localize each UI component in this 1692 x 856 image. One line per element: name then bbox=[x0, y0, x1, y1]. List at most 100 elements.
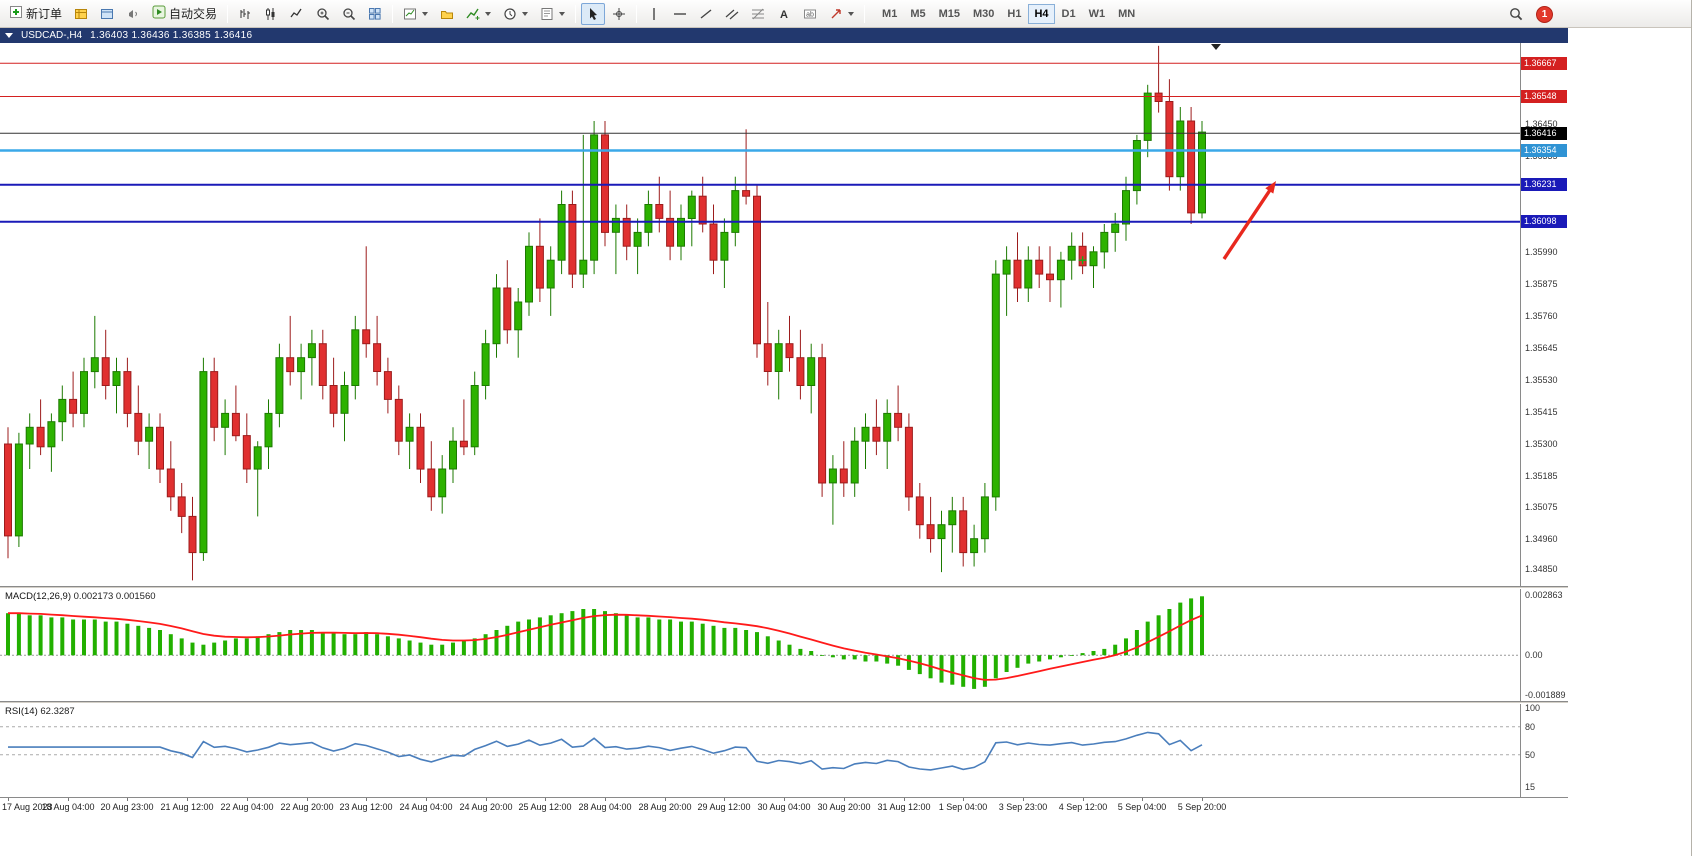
channel-icon bbox=[725, 9, 739, 19]
axis-label: 1.35075 bbox=[1525, 501, 1558, 512]
pane-splitter[interactable] bbox=[0, 701, 1568, 704]
dropdown-caret-icon[interactable] bbox=[485, 11, 492, 16]
timeframe-button-M5[interactable]: M5 bbox=[910, 7, 926, 20]
alerts-icon bbox=[129, 9, 138, 18]
dropdown-caret-icon[interactable] bbox=[559, 11, 566, 16]
arrow-tools-button[interactable] bbox=[824, 3, 859, 25]
dropdown-caret-icon[interactable] bbox=[522, 11, 529, 16]
auto-trading-icon bbox=[152, 5, 166, 19]
bar-chart-button[interactable] bbox=[233, 3, 257, 25]
macd-indicator-label: MACD(12,26,9) 0.002173 0.001560 bbox=[5, 591, 156, 602]
rsi-line bbox=[8, 731, 1203, 771]
search-slot bbox=[1504, 3, 1528, 25]
time-label: 21 Aug 12:00 bbox=[160, 802, 214, 812]
new-order-label: 新订单 bbox=[26, 7, 63, 21]
search-button[interactable] bbox=[1504, 3, 1528, 25]
data-window-icon bbox=[101, 8, 114, 19]
profiles-button[interactable] bbox=[435, 3, 459, 25]
data-window-button[interactable] bbox=[95, 3, 119, 25]
time-tick bbox=[426, 798, 427, 801]
time-label: 18 Aug 04:00 bbox=[41, 802, 95, 812]
chart-titlebar[interactable]: USDCAD-,H4 1.36403 1.36436 1.36385 1.364… bbox=[0, 28, 1568, 43]
text-label-button[interactable]: ab bbox=[798, 3, 822, 25]
periods-button[interactable] bbox=[498, 3, 533, 25]
svg-text:A: A bbox=[780, 9, 788, 21]
line-chart-button[interactable] bbox=[285, 3, 309, 25]
axis-label: 15 bbox=[1525, 782, 1536, 793]
time-label: 24 Aug 04:00 bbox=[399, 802, 453, 812]
timeframe-button-W1[interactable]: W1 bbox=[1088, 7, 1106, 20]
tile-windows-icon bbox=[369, 7, 381, 20]
text-icon: A bbox=[780, 9, 788, 21]
time-label: 25 Aug 12:00 bbox=[518, 802, 572, 812]
macd-pane[interactable] bbox=[0, 589, 1520, 701]
crosshair-button[interactable] bbox=[607, 3, 631, 25]
zoom-in-button[interactable] bbox=[311, 3, 335, 25]
time-tick bbox=[1023, 798, 1024, 801]
auto-trading-button[interactable]: 自动交易 bbox=[147, 3, 222, 25]
timeframe-button-H4[interactable]: H4 bbox=[1028, 3, 1055, 24]
timeframe-button-MN[interactable]: MN bbox=[1118, 7, 1136, 20]
fibonacci-icon bbox=[752, 8, 765, 19]
timeframe-button-M15[interactable]: M15 bbox=[938, 7, 960, 20]
zoom-in-icon bbox=[317, 7, 330, 20]
text-button[interactable]: A bbox=[772, 3, 796, 25]
tile-windows-button[interactable] bbox=[363, 3, 387, 25]
time-label: 1 Sep 04:00 bbox=[938, 802, 988, 812]
timeframe-button-M1[interactable]: M1 bbox=[882, 7, 898, 20]
zoom-out-button[interactable] bbox=[337, 3, 361, 25]
price-tag: 1.36416 bbox=[1521, 126, 1567, 140]
price-axis[interactable]: 1.364501.363351.359901.358751.357601.356… bbox=[1520, 43, 1568, 797]
channel-button[interactable] bbox=[720, 3, 744, 25]
fibonacci-button[interactable] bbox=[746, 3, 770, 25]
time-tick bbox=[545, 798, 546, 801]
chart-menu-icon[interactable] bbox=[5, 33, 13, 38]
candlestick-chart-button[interactable] bbox=[259, 3, 283, 25]
chart-symbol-title: USDCAD-,H4 bbox=[21, 30, 83, 41]
trendline-button[interactable] bbox=[694, 3, 718, 25]
toolbar-separator bbox=[227, 4, 229, 23]
time-label: 20 Aug 23:00 bbox=[100, 802, 154, 812]
candles bbox=[4, 45, 1206, 581]
horizontal-line-button[interactable] bbox=[668, 3, 692, 25]
axis-label: 1.35760 bbox=[1525, 310, 1558, 321]
templates-button[interactable] bbox=[535, 3, 570, 25]
toolbar-separator bbox=[864, 4, 866, 23]
macd-values: 0.002173 0.001560 bbox=[73, 591, 156, 602]
templates-icon bbox=[541, 7, 553, 20]
dropdown-caret-icon[interactable] bbox=[848, 11, 855, 16]
price-chart[interactable] bbox=[0, 43, 1520, 586]
price-tag: 1.36231 bbox=[1521, 178, 1567, 192]
crosshair-icon bbox=[613, 7, 626, 20]
rsi-name: RSI(14) bbox=[5, 706, 38, 717]
chart-shift-marker[interactable] bbox=[1211, 44, 1221, 50]
timeframe-button-M30[interactable]: M30 bbox=[973, 7, 995, 20]
rsi-pane[interactable] bbox=[0, 704, 1520, 797]
toolbar-separator bbox=[575, 4, 577, 23]
axis-label: 1.34960 bbox=[1525, 533, 1558, 544]
timeframe-button-D1[interactable]: D1 bbox=[1061, 7, 1076, 20]
cursor-button[interactable] bbox=[581, 2, 606, 25]
dropdown-caret-icon[interactable] bbox=[422, 11, 429, 16]
horizontal-line-icon bbox=[674, 12, 687, 15]
periods-icon bbox=[504, 7, 516, 20]
time-tick bbox=[605, 798, 606, 801]
new-chart-button[interactable] bbox=[398, 3, 433, 25]
notification-badge[interactable]: 1 bbox=[1536, 5, 1553, 23]
time-tick bbox=[8, 798, 9, 801]
time-tick bbox=[307, 798, 308, 801]
axis-label: 1.35300 bbox=[1525, 438, 1558, 449]
pane-splitter[interactable] bbox=[0, 586, 1568, 589]
trend-arrow[interactable] bbox=[1222, 185, 1275, 260]
market-watch-button[interactable] bbox=[69, 3, 93, 25]
price-tag: 1.36354 bbox=[1521, 143, 1567, 157]
vertical-line-button[interactable] bbox=[642, 3, 666, 25]
time-axis[interactable]: 17 Aug 2023 18 Aug 04:00 20 Aug 23:00 21 Au… bbox=[0, 797, 1568, 814]
indicators-button[interactable] bbox=[461, 3, 496, 25]
axis-label: 1.35645 bbox=[1525, 342, 1558, 353]
alerts-button[interactable] bbox=[121, 3, 145, 25]
time-tick bbox=[1083, 798, 1084, 801]
timeframe-button-H1[interactable]: H1 bbox=[1007, 7, 1022, 20]
new-order-button[interactable]: 新订单 bbox=[4, 3, 67, 25]
time-label: 4 Sep 12:00 bbox=[1058, 802, 1108, 812]
